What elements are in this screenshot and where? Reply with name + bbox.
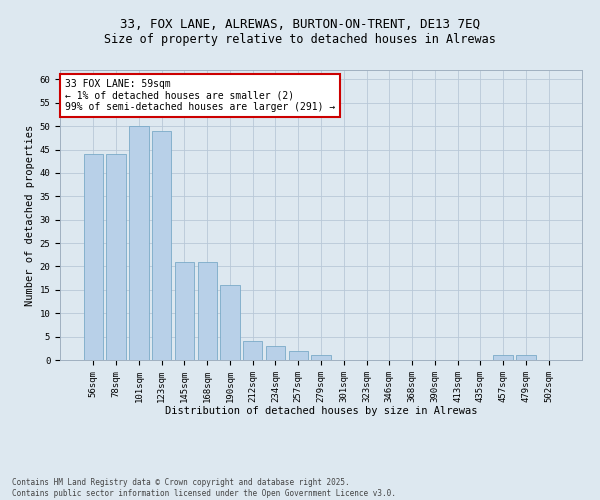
Bar <box>106 154 126 360</box>
Bar <box>516 356 536 360</box>
Text: Size of property relative to detached houses in Alrewas: Size of property relative to detached ho… <box>104 32 496 46</box>
Bar <box>311 356 331 360</box>
Text: 33, FOX LANE, ALREWAS, BURTON-ON-TRENT, DE13 7EQ: 33, FOX LANE, ALREWAS, BURTON-ON-TRENT, … <box>120 18 480 30</box>
Bar <box>84 154 103 360</box>
Bar <box>243 342 262 360</box>
Bar <box>197 262 217 360</box>
Bar <box>266 346 285 360</box>
Text: Contains HM Land Registry data © Crown copyright and database right 2025.
Contai: Contains HM Land Registry data © Crown c… <box>12 478 396 498</box>
Bar <box>175 262 194 360</box>
Bar <box>129 126 149 360</box>
Y-axis label: Number of detached properties: Number of detached properties <box>25 124 35 306</box>
Bar <box>493 356 513 360</box>
X-axis label: Distribution of detached houses by size in Alrewas: Distribution of detached houses by size … <box>165 406 477 416</box>
Bar <box>289 350 308 360</box>
Bar <box>220 285 239 360</box>
Bar <box>152 131 172 360</box>
Text: 33 FOX LANE: 59sqm
← 1% of detached houses are smaller (2)
99% of semi-detached : 33 FOX LANE: 59sqm ← 1% of detached hous… <box>65 78 335 112</box>
